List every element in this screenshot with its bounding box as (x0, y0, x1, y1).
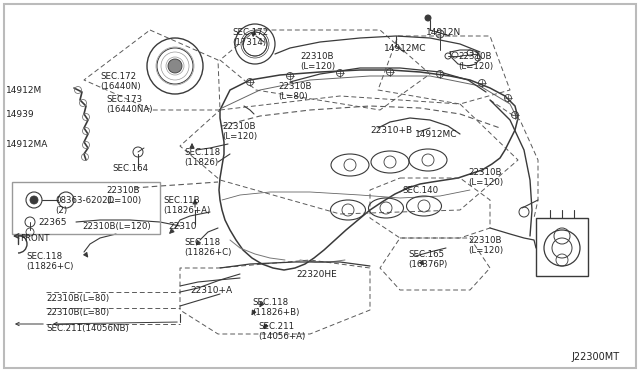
Text: 22310+A: 22310+A (190, 286, 232, 295)
Text: 14912MC: 14912MC (415, 130, 458, 139)
Text: SEC.211
(14056+A): SEC.211 (14056+A) (258, 322, 305, 341)
Text: 22310B
(L=120): 22310B (L=120) (468, 236, 503, 256)
Text: SEC.172
(17314): SEC.172 (17314) (232, 28, 268, 47)
Bar (12, 182, 160, 234)
Text: FRONT: FRONT (20, 234, 49, 243)
Text: 22310B
(L=120): 22310B (L=120) (300, 52, 335, 71)
Text: SEC.11B
(11826+A): SEC.11B (11826+A) (163, 196, 211, 215)
Text: SEC.118
(11826+B): SEC.118 (11826+B) (252, 298, 300, 317)
Text: 22310B
(L=80): 22310B (L=80) (278, 82, 312, 102)
Text: 14912M: 14912M (6, 86, 42, 95)
Text: 14912MA: 14912MA (6, 140, 49, 149)
Bar (536, 218, 588, 276)
Text: 22310B
(L=120): 22310B (L=120) (458, 52, 493, 71)
Text: SEC.211(14056NB): SEC.211(14056NB) (46, 324, 129, 333)
Text: 22310B(L=80): 22310B(L=80) (46, 308, 109, 317)
Text: SEC.118
(11826): SEC.118 (11826) (184, 148, 220, 167)
Text: 22310: 22310 (168, 222, 196, 231)
Text: 14912N: 14912N (426, 28, 461, 37)
Text: 22310B(L=120): 22310B(L=120) (82, 222, 150, 231)
Text: 22320HE: 22320HE (296, 270, 337, 279)
Text: 22365: 22365 (38, 218, 67, 227)
Text: J22300MT: J22300MT (571, 352, 619, 362)
Circle shape (30, 196, 38, 204)
Text: SEC.118
(11826+C): SEC.118 (11826+C) (184, 238, 232, 257)
Text: 08363-6202D
(2): 08363-6202D (2) (55, 196, 115, 215)
Circle shape (425, 15, 431, 21)
Text: 22310B
(L=100): 22310B (L=100) (106, 186, 141, 205)
Text: 14912MC: 14912MC (384, 44, 426, 53)
Text: 14939: 14939 (6, 110, 35, 119)
Text: SEC.165
(16376P): SEC.165 (16376P) (408, 250, 447, 269)
Text: SEC.173
(16440NA): SEC.173 (16440NA) (106, 95, 152, 115)
Text: 22310B
(L=120): 22310B (L=120) (468, 168, 503, 187)
Text: SEC.172
(16440N): SEC.172 (16440N) (100, 72, 141, 92)
Text: 22310B(L=80): 22310B(L=80) (46, 294, 109, 303)
Text: 22310B
(L=120): 22310B (L=120) (222, 122, 257, 141)
Text: SEC.118
(11826+C): SEC.118 (11826+C) (26, 252, 74, 272)
Text: SEC.140: SEC.140 (402, 186, 438, 195)
Circle shape (168, 59, 182, 73)
Text: 22310+B: 22310+B (370, 126, 412, 135)
Text: SEC.164: SEC.164 (112, 164, 148, 173)
